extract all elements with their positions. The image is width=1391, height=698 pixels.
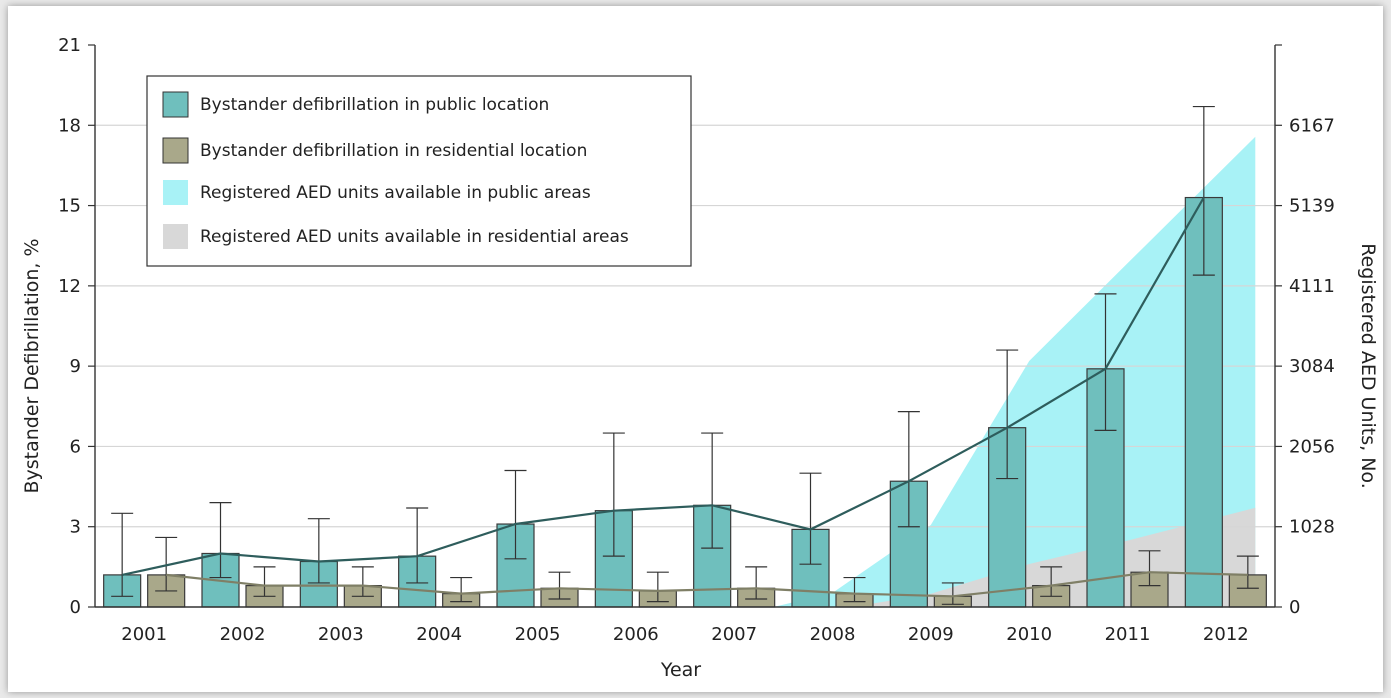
x-tick-label: 2006 — [613, 624, 659, 645]
x-tick-label: 2007 — [711, 624, 757, 645]
y-tick-label: 18 — [58, 115, 81, 136]
x-tick-label: 2011 — [1105, 624, 1151, 645]
legend-label-residential: Bystander defibrillation in residential … — [200, 141, 587, 161]
public-trend-line — [121, 196, 1205, 576]
legend: Bystander defibrillation in public locat… — [146, 75, 692, 267]
legend-label-aed-residential: Registered AED units available in reside… — [200, 227, 629, 247]
x-tick-label: 2005 — [515, 624, 561, 645]
legend-label-aed-public: Registered AED units available in public… — [200, 183, 591, 203]
y-axis-title: Bystander Defibrillation, % — [21, 238, 43, 493]
y2-tick-label: 4111 — [1289, 276, 1335, 297]
x-tick-label: 2004 — [416, 624, 462, 645]
x-tick-label: 2003 — [318, 624, 364, 645]
aed-area-public — [773, 136, 1256, 608]
trend-lines — [121, 196, 1248, 598]
x-axis-title: Year — [660, 659, 701, 681]
legend-swatch-aed-residential — [163, 224, 188, 249]
y-tick-label: 0 — [70, 597, 81, 618]
x-tick-label: 2010 — [1006, 624, 1052, 645]
axes: 0 3 6 9 12 15 18 21 0 1028 2056 3084 4111 5139 6167 200… — [58, 35, 1335, 645]
legend-swatch-residential — [162, 137, 189, 164]
x-tick-label: 2012 — [1203, 624, 1249, 645]
y2-tick-label: 1028 — [1289, 517, 1335, 538]
y-tick-label: 21 — [58, 35, 81, 56]
y-tick-label: 12 — [58, 276, 81, 297]
y2-tick-label: 5139 — [1289, 196, 1335, 217]
y-tick-label: 3 — [70, 517, 81, 538]
y2-tick-label: 3084 — [1289, 356, 1335, 377]
legend-swatch-public — [162, 91, 189, 118]
x-tick-label: 2002 — [220, 624, 266, 645]
legend-box — [146, 75, 692, 267]
y2-tick-label: 2056 — [1289, 436, 1335, 457]
y2-tick-label: 0 — [1289, 597, 1300, 618]
x-tick-label: 2008 — [810, 624, 856, 645]
legend-swatch-aed-public — [163, 180, 188, 205]
x-tick-label: 2001 — [121, 624, 167, 645]
y-tick-label: 9 — [70, 356, 81, 377]
y2-tick-label: 6167 — [1289, 115, 1335, 136]
legend-label-public: Bystander defibrillation in public locat… — [200, 95, 549, 115]
error-bars — [111, 105, 1259, 605]
residential-trend-line — [166, 571, 1248, 598]
y-tick-label: 15 — [58, 196, 81, 217]
y2-axis-title: Registered AED Units, No. — [1357, 243, 1379, 488]
y-tick-label: 6 — [70, 436, 81, 457]
x-tick-label: 2009 — [908, 624, 954, 645]
